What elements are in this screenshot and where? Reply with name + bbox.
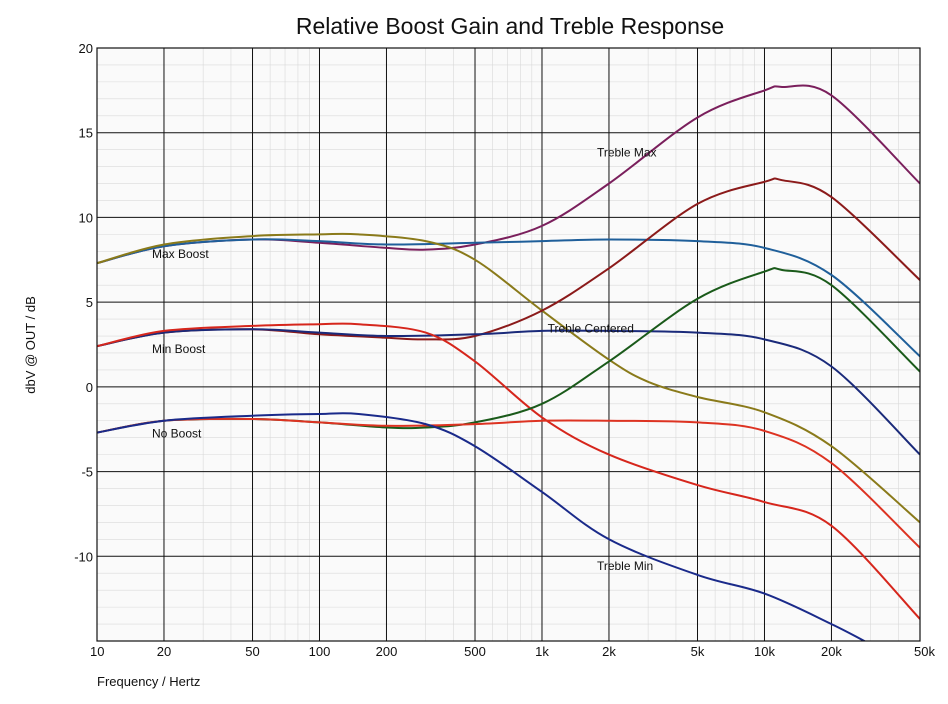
y-tick-label: 15 <box>79 126 93 141</box>
y-tick-label: 0 <box>86 380 93 395</box>
y-axis-ticks: 20 15 10 5 0 -5 -10 <box>74 41 93 564</box>
annotation-label: Treble Max <box>597 145 657 159</box>
annotation-label: Max Boost <box>152 247 209 261</box>
x-tick-label: 10 <box>90 644 104 659</box>
annotations: Treble Max Max Boost Treble Centered Min Bo… <box>152 145 657 572</box>
x-tick-label: 200 <box>376 644 398 659</box>
x-tick-label: 50k <box>914 644 935 659</box>
x-axis-ticks: 10 20 50 100 200 500 1k 2k 5k 10k 20k 50k <box>90 644 935 659</box>
x-tick-label: 20 <box>157 644 171 659</box>
chart-title: Relative Boost Gain and Treble Response <box>296 13 724 39</box>
y-tick-label: 5 <box>86 295 93 310</box>
series-line-3 <box>97 232 920 524</box>
series-group <box>97 84 920 641</box>
y-axis-label: dbV @ OUT / dB <box>23 296 38 394</box>
x-axis-label: Frequency / Hertz <box>97 674 200 689</box>
series-line-5 <box>97 328 920 456</box>
annotation-label: Treble Min <box>597 559 653 573</box>
plot-border <box>96 47 921 642</box>
x-tick-label: 100 <box>309 644 331 659</box>
annotation-label: Treble Centered <box>548 322 634 336</box>
x-tick-label: 1k <box>535 644 549 659</box>
y-tick-label: 10 <box>79 210 93 225</box>
x-tick-label: 50 <box>245 644 259 659</box>
annotation-label: No Boost <box>152 427 202 441</box>
y-tick-label: -10 <box>74 549 93 564</box>
x-tick-label: 10k <box>754 644 775 659</box>
x-tick-label: 20k <box>821 644 842 659</box>
y-tick-label: -5 <box>81 465 93 480</box>
plot-background <box>97 48 920 641</box>
series-line-2 <box>97 238 920 358</box>
series-line-6 <box>97 322 920 620</box>
series-line-9 <box>97 412 867 641</box>
series-line-8 <box>97 417 920 549</box>
plot-area <box>96 47 921 642</box>
x-tick-label: 5k <box>691 644 705 659</box>
y-tick-label: 20 <box>79 41 93 56</box>
x-tick-label: 500 <box>464 644 486 659</box>
annotation-label: Min Boost <box>152 342 206 356</box>
x-tick-label: 2k <box>602 644 616 659</box>
